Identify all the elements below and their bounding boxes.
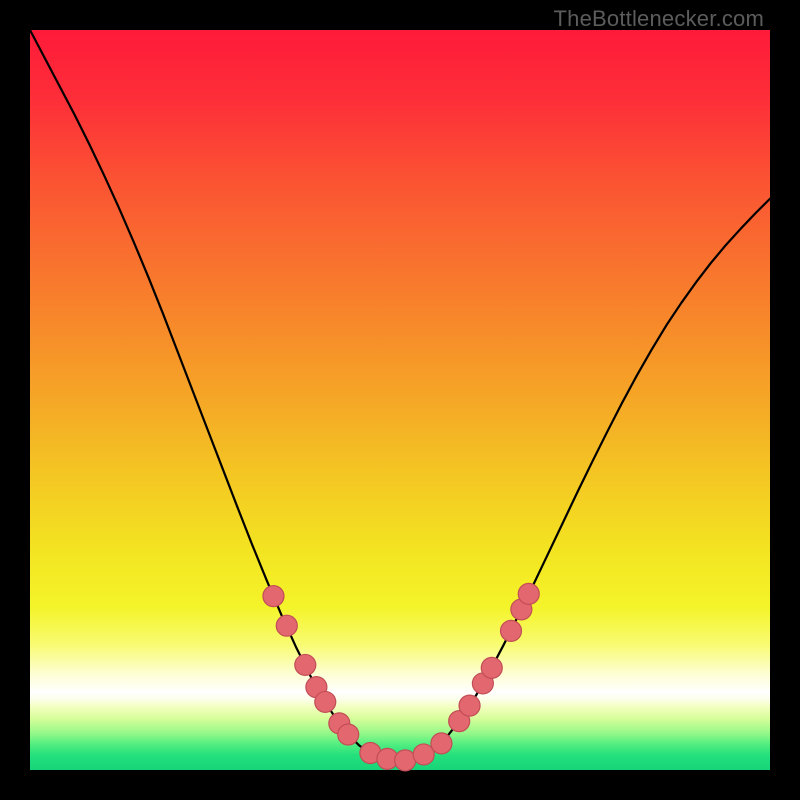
plot-area (30, 30, 770, 770)
data-marker (263, 586, 284, 607)
chart-stage: TheBottlenecker.com (0, 0, 800, 800)
data-marker (431, 733, 452, 754)
curve-layer (30, 30, 770, 770)
watermark-text: TheBottlenecker.com (554, 6, 764, 32)
data-marker (501, 620, 522, 641)
bottleneck-curve (30, 30, 770, 760)
data-marker (338, 724, 359, 745)
data-marker (395, 750, 416, 771)
data-markers (263, 583, 539, 771)
data-marker (518, 583, 539, 604)
data-marker (295, 654, 316, 675)
data-marker (481, 657, 502, 678)
data-marker (459, 695, 480, 716)
data-marker (276, 615, 297, 636)
data-marker (315, 691, 336, 712)
